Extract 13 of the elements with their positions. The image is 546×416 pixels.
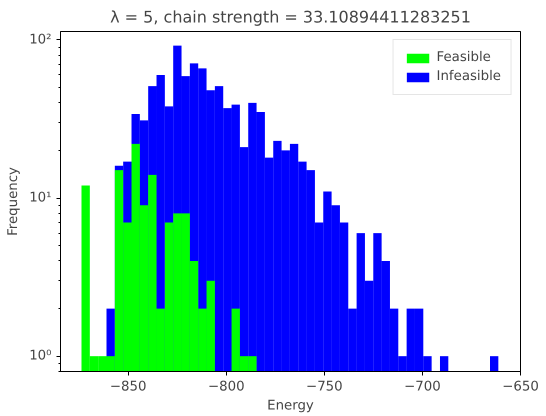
legend-label: Infeasible	[436, 69, 501, 84]
chart-title: λ = 5, chain strength = 33.10894411283251	[110, 8, 471, 26]
y-tick-label: 10²	[29, 32, 52, 48]
x-tick-label: −800	[208, 380, 245, 394]
x-tick-label: −700	[404, 380, 441, 394]
legend-label: Feasible	[436, 50, 491, 65]
x-tick-label: −850	[110, 380, 146, 394]
x-tick-label: −650	[502, 380, 539, 394]
y-axis-title: Frequency	[6, 166, 22, 236]
x-axis-title: Energy	[267, 398, 314, 414]
y-tick-label: 10¹	[29, 190, 52, 206]
x-tick-label: −750	[306, 380, 343, 394]
y-tick-label: 10⁰	[29, 348, 52, 364]
